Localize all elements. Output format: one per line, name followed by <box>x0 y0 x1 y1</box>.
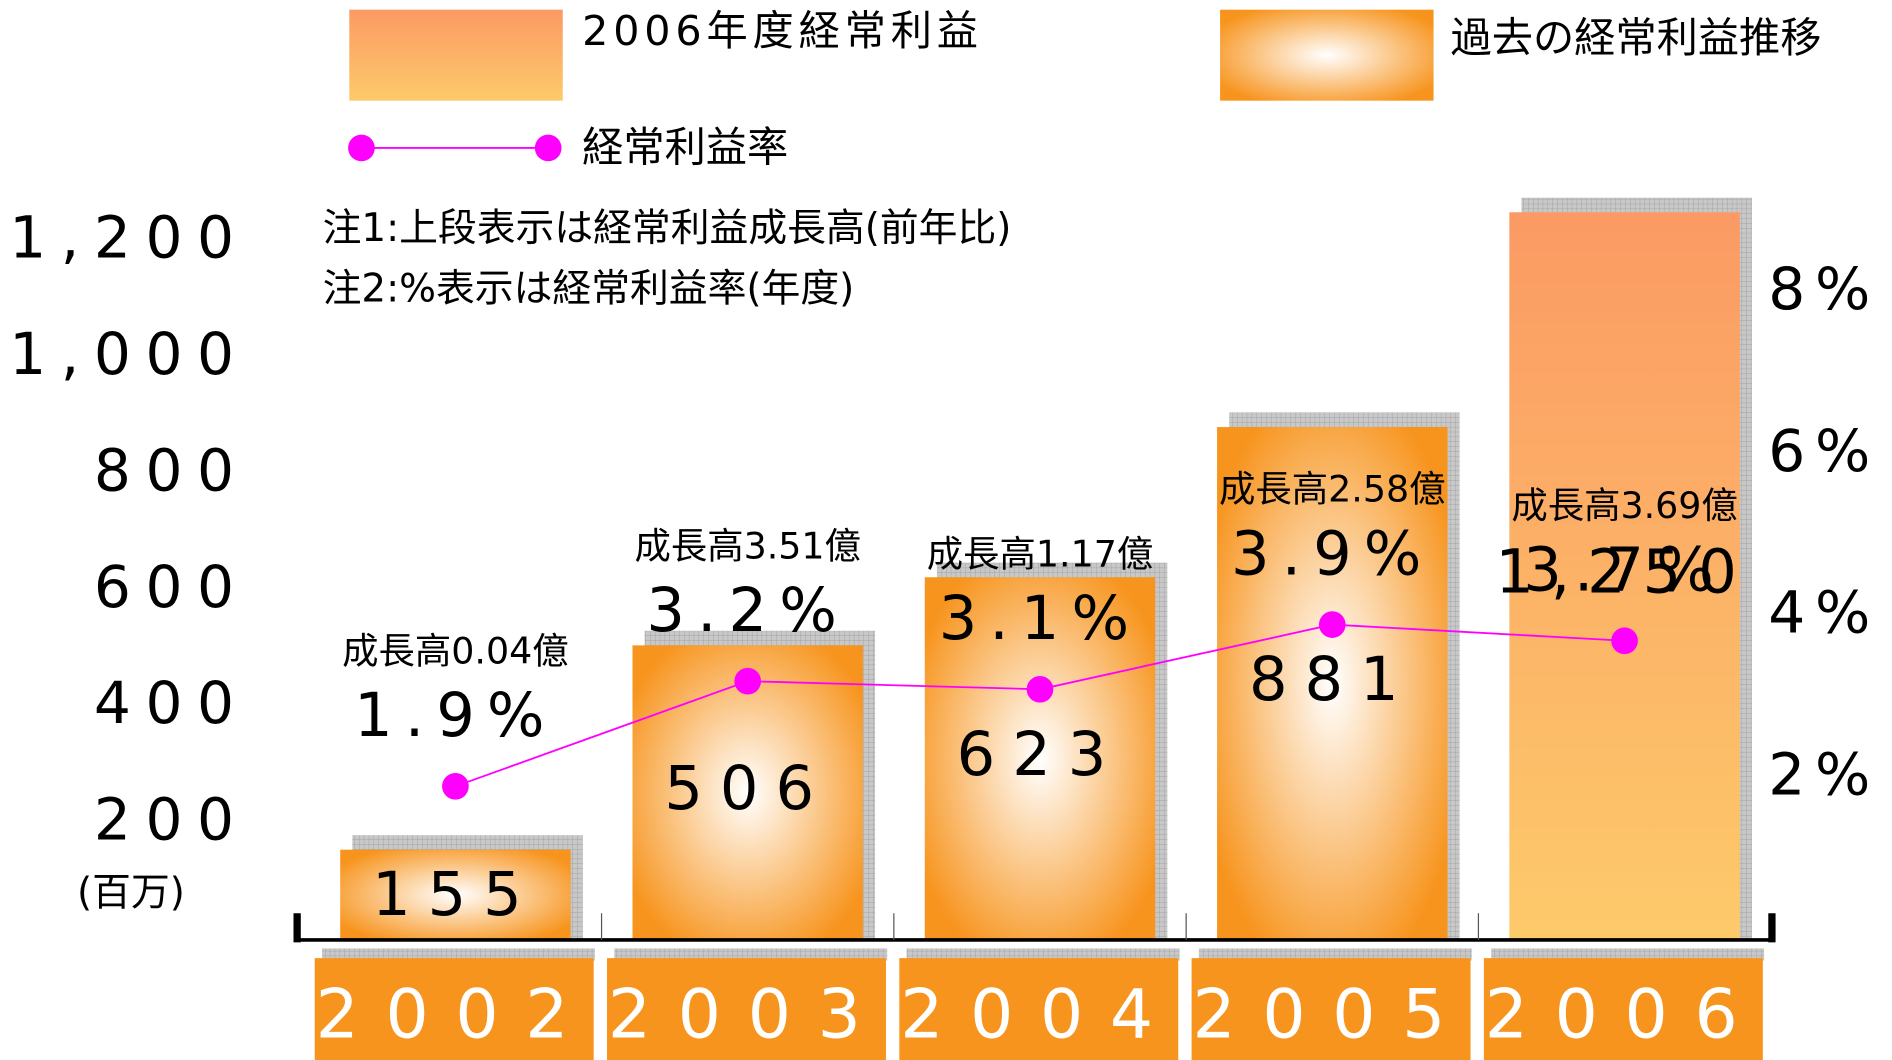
y-tick-label: 600 <box>94 553 249 621</box>
line-marker <box>1318 611 1346 638</box>
x-tick-label: 2002 <box>316 975 596 1054</box>
y2-tick-label: 6% <box>1768 417 1880 485</box>
bar <box>1509 212 1740 940</box>
note: 注2:%表示は経常利益率(年度) <box>323 267 855 312</box>
line-marker <box>1026 675 1054 703</box>
annotation: 成長高1.17億 <box>927 532 1154 575</box>
x-tick-label: 2006 <box>1485 975 1765 1054</box>
value-label: 3.9% <box>1231 519 1434 589</box>
y2-tick-label: 2% <box>1768 740 1880 808</box>
category-box <box>1191 958 1471 1060</box>
value-label: 1.9% <box>354 681 557 751</box>
y-tick-label: 800 <box>94 436 249 504</box>
legend-swatch <box>1220 9 1434 101</box>
legend-label: 経常利益率 <box>582 123 788 171</box>
line-marker <box>734 667 762 695</box>
annotation: 成長高3.51億 <box>634 524 861 567</box>
category-shadow <box>906 948 1180 961</box>
category-box <box>899 958 1179 1060</box>
y-tick-label: 400 <box>94 669 249 737</box>
x-tick-label: 2003 <box>608 975 888 1054</box>
line-marker <box>442 772 469 800</box>
value-label: 3.2% <box>646 576 849 646</box>
category-box <box>314 958 594 1060</box>
legend-marker <box>348 134 375 162</box>
category-box <box>1483 958 1763 1060</box>
y2-tick-label: 4% <box>1768 579 1880 647</box>
category-shadow <box>1491 948 1765 961</box>
x-tick-label: 2004 <box>900 975 1180 1054</box>
y-axis-unit: (百万) <box>77 871 185 916</box>
bar <box>1217 427 1448 940</box>
value-label: 3.7% <box>1523 536 1726 606</box>
value-label: 3.1% <box>939 584 1142 654</box>
category-box <box>607 958 886 1060</box>
legend-label: 過去の経常利益推移 <box>1451 14 1822 62</box>
y-tick-label: 1,200 <box>9 203 248 271</box>
value-label: 623 <box>957 720 1124 790</box>
bar <box>340 849 571 940</box>
legend-label: 2006年度経常利益 <box>582 7 983 55</box>
y-tick-label: 200 <box>94 786 249 854</box>
value-label: 1,250 <box>1495 538 1753 608</box>
value-label: 506 <box>664 754 831 824</box>
category-shadow <box>614 948 888 961</box>
y-tick-label: 1,000 <box>9 320 248 388</box>
line-marker <box>1611 627 1638 655</box>
axis-end <box>1768 913 1776 943</box>
legend-swatch <box>349 9 563 101</box>
x-tick-label: 2005 <box>1193 975 1473 1054</box>
annotation: 成長高0.04億 <box>342 629 569 672</box>
bar <box>924 577 1156 940</box>
annotation: 成長高3.69億 <box>1511 484 1738 527</box>
category-shadow <box>1198 948 1472 961</box>
value-label: 155 <box>372 860 539 930</box>
category-shadow <box>322 948 595 961</box>
annotation: 成長高2.58億 <box>1219 468 1446 511</box>
y2-tick-label: 8% <box>1768 255 1880 323</box>
value-label: 881 <box>1249 645 1416 715</box>
axis-end <box>293 913 301 943</box>
legend-marker <box>534 134 562 162</box>
note: 注1:上段表示は経常利益成長高(前年比) <box>323 206 1012 251</box>
